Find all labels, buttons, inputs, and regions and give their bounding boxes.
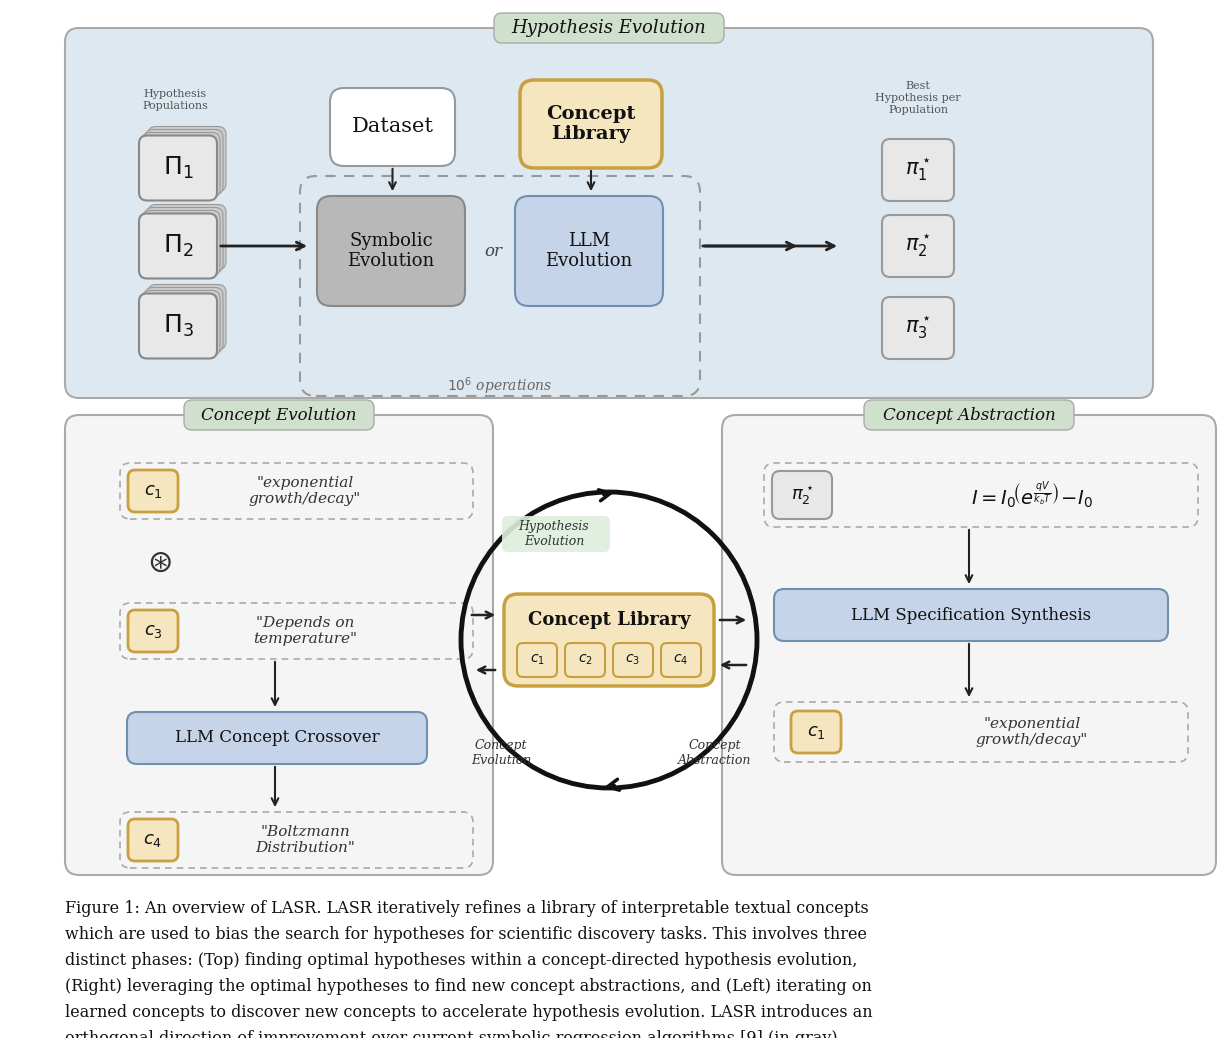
Text: Dataset: Dataset (352, 117, 434, 137)
FancyBboxPatch shape (143, 211, 220, 275)
FancyBboxPatch shape (502, 516, 610, 552)
Text: $c_4$: $c_4$ (144, 831, 162, 849)
FancyBboxPatch shape (128, 470, 178, 512)
Text: LLM Concept Crossover: LLM Concept Crossover (174, 730, 379, 746)
Text: "exponential
growth/decay": "exponential growth/decay" (248, 475, 361, 507)
FancyBboxPatch shape (139, 214, 217, 278)
Text: $c_1$: $c_1$ (530, 653, 544, 667)
Text: Concept Library: Concept Library (527, 611, 691, 629)
Text: $c_3$: $c_3$ (144, 622, 162, 640)
FancyBboxPatch shape (613, 643, 653, 677)
Text: Concept Evolution: Concept Evolution (201, 407, 357, 424)
FancyBboxPatch shape (515, 196, 663, 306)
FancyBboxPatch shape (145, 130, 223, 194)
FancyBboxPatch shape (139, 136, 217, 200)
FancyBboxPatch shape (149, 127, 227, 191)
Text: $\pi_2^\star$: $\pi_2^\star$ (905, 233, 931, 260)
Text: (Right) leveraging the optimal hypotheses to find new concept abstractions, and : (Right) leveraging the optimal hypothese… (65, 978, 872, 995)
FancyBboxPatch shape (184, 400, 374, 430)
FancyBboxPatch shape (149, 284, 227, 350)
FancyBboxPatch shape (145, 208, 223, 273)
FancyBboxPatch shape (65, 415, 493, 875)
FancyBboxPatch shape (864, 400, 1074, 430)
Text: Best
Hypothesis per
Population: Best Hypothesis per Population (876, 81, 961, 114)
FancyBboxPatch shape (882, 139, 954, 201)
Text: $\circledast$: $\circledast$ (146, 547, 172, 578)
Text: Concept
Abstraction: Concept Abstraction (678, 739, 752, 767)
Text: LLM Specification Synthesis: LLM Specification Synthesis (851, 606, 1091, 624)
FancyBboxPatch shape (317, 196, 465, 306)
FancyBboxPatch shape (65, 28, 1153, 398)
FancyBboxPatch shape (661, 643, 702, 677)
FancyBboxPatch shape (772, 471, 832, 519)
Text: $\pi_1^\star$: $\pi_1^\star$ (905, 157, 931, 183)
Text: orthogonal direction of improvement over current symbolic regression algorithms : orthogonal direction of improvement over… (65, 1030, 843, 1038)
Text: Hypothesis Evolution: Hypothesis Evolution (512, 19, 706, 37)
FancyBboxPatch shape (722, 415, 1216, 875)
FancyBboxPatch shape (128, 819, 178, 861)
FancyBboxPatch shape (504, 594, 714, 686)
Text: $\Pi_1$: $\Pi_1$ (163, 155, 194, 181)
Text: "exponential
growth/decay": "exponential growth/decay" (976, 717, 1088, 747)
Text: $\pi_3^\star$: $\pi_3^\star$ (905, 315, 931, 342)
FancyBboxPatch shape (128, 610, 178, 652)
Text: $\Pi_3$: $\Pi_3$ (163, 312, 194, 339)
Text: $\Pi_2$: $\Pi_2$ (163, 233, 194, 260)
FancyBboxPatch shape (773, 589, 1168, 641)
Text: $c_3$: $c_3$ (626, 653, 641, 667)
FancyBboxPatch shape (520, 80, 663, 168)
Text: "Depends on
temperature": "Depends on temperature" (253, 616, 357, 646)
FancyBboxPatch shape (565, 643, 605, 677)
Text: $c_4$: $c_4$ (674, 653, 688, 667)
Text: Concept Abstraction: Concept Abstraction (883, 407, 1055, 424)
Text: $\pi_2^\star$: $\pi_2^\star$ (790, 484, 814, 507)
FancyBboxPatch shape (143, 291, 220, 355)
Text: $c_1$: $c_1$ (144, 482, 162, 500)
FancyBboxPatch shape (516, 643, 557, 677)
FancyBboxPatch shape (139, 294, 217, 358)
Text: LLM
Evolution: LLM Evolution (546, 231, 632, 271)
FancyBboxPatch shape (149, 204, 227, 270)
Text: or: or (484, 244, 502, 261)
FancyBboxPatch shape (882, 215, 954, 277)
Text: $I = I_0\!\left(e^{\frac{qV}{k_b T}}\right)\!-\! I_0$: $I = I_0\!\left(e^{\frac{qV}{k_b T}}\rig… (971, 480, 1093, 511)
Text: Hypothesis
Evolution: Hypothesis Evolution (519, 520, 590, 548)
Text: Hypothesis
Populations: Hypothesis Populations (143, 89, 208, 111)
Text: $c_1$: $c_1$ (806, 723, 826, 741)
Text: "Boltzmann
Distribution": "Boltzmann Distribution" (255, 825, 354, 855)
FancyBboxPatch shape (143, 133, 220, 197)
FancyBboxPatch shape (145, 288, 223, 353)
Text: which are used to bias the search for hypotheses for scientific discovery tasks.: which are used to bias the search for hy… (65, 926, 867, 943)
Text: $c_2$: $c_2$ (577, 653, 592, 667)
FancyBboxPatch shape (790, 711, 840, 753)
Text: Concept
Evolution: Concept Evolution (471, 739, 531, 767)
Text: distinct phases: (Top) finding optimal hypotheses within a concept-directed hypo: distinct phases: (Top) finding optimal h… (65, 952, 857, 969)
FancyBboxPatch shape (882, 297, 954, 359)
Text: learned concepts to discover new concepts to accelerate hypothesis evolution. LA: learned concepts to discover new concept… (65, 1004, 872, 1021)
FancyBboxPatch shape (495, 13, 723, 43)
Text: $10^6$ operations: $10^6$ operations (447, 375, 553, 397)
FancyBboxPatch shape (330, 88, 456, 166)
Text: Symbolic
Evolution: Symbolic Evolution (347, 231, 435, 271)
FancyBboxPatch shape (127, 712, 428, 764)
Text: Concept
Library: Concept Library (547, 105, 636, 143)
Text: Figure 1: An overview of LASR. LASR iteratively refines a library of interpretab: Figure 1: An overview of LASR. LASR iter… (65, 900, 868, 917)
